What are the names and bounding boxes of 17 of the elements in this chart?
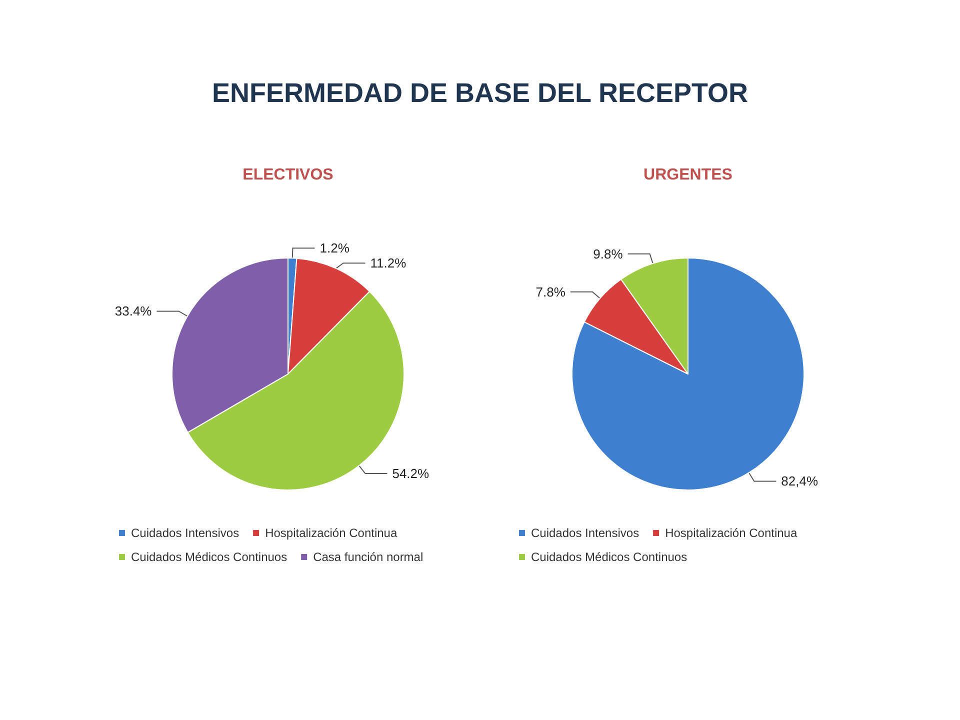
legend-label: Casa función normal bbox=[313, 550, 424, 564]
legend-label: Hospitalización Continua bbox=[665, 526, 798, 540]
data-label: 1.2% bbox=[320, 240, 350, 256]
data-label: 9.8% bbox=[593, 246, 624, 262]
legend-label: Cuidados Médicos Continuos bbox=[131, 550, 288, 564]
legend-label: Cuidados Intensivos bbox=[531, 526, 640, 540]
legend-label: Cuidados Médicos Continuos bbox=[531, 550, 688, 564]
legend-label: Hospitalización Continua bbox=[265, 526, 398, 540]
data-label: 33.4% bbox=[114, 304, 152, 319]
data-label: 11.2% bbox=[370, 256, 407, 271]
data-label: 7.8% bbox=[536, 284, 566, 300]
chart-title: URGENTES bbox=[644, 166, 733, 184]
data-label: 82,4% bbox=[781, 474, 818, 489]
data-label: 54.2% bbox=[392, 466, 430, 482]
legend-label: Cuidados Intensivos bbox=[131, 526, 240, 540]
text: ENFERMEDAD DE BASE DEL RECEPTOR bbox=[212, 78, 748, 108]
chart-title: ELECTIVOS bbox=[242, 166, 334, 184]
